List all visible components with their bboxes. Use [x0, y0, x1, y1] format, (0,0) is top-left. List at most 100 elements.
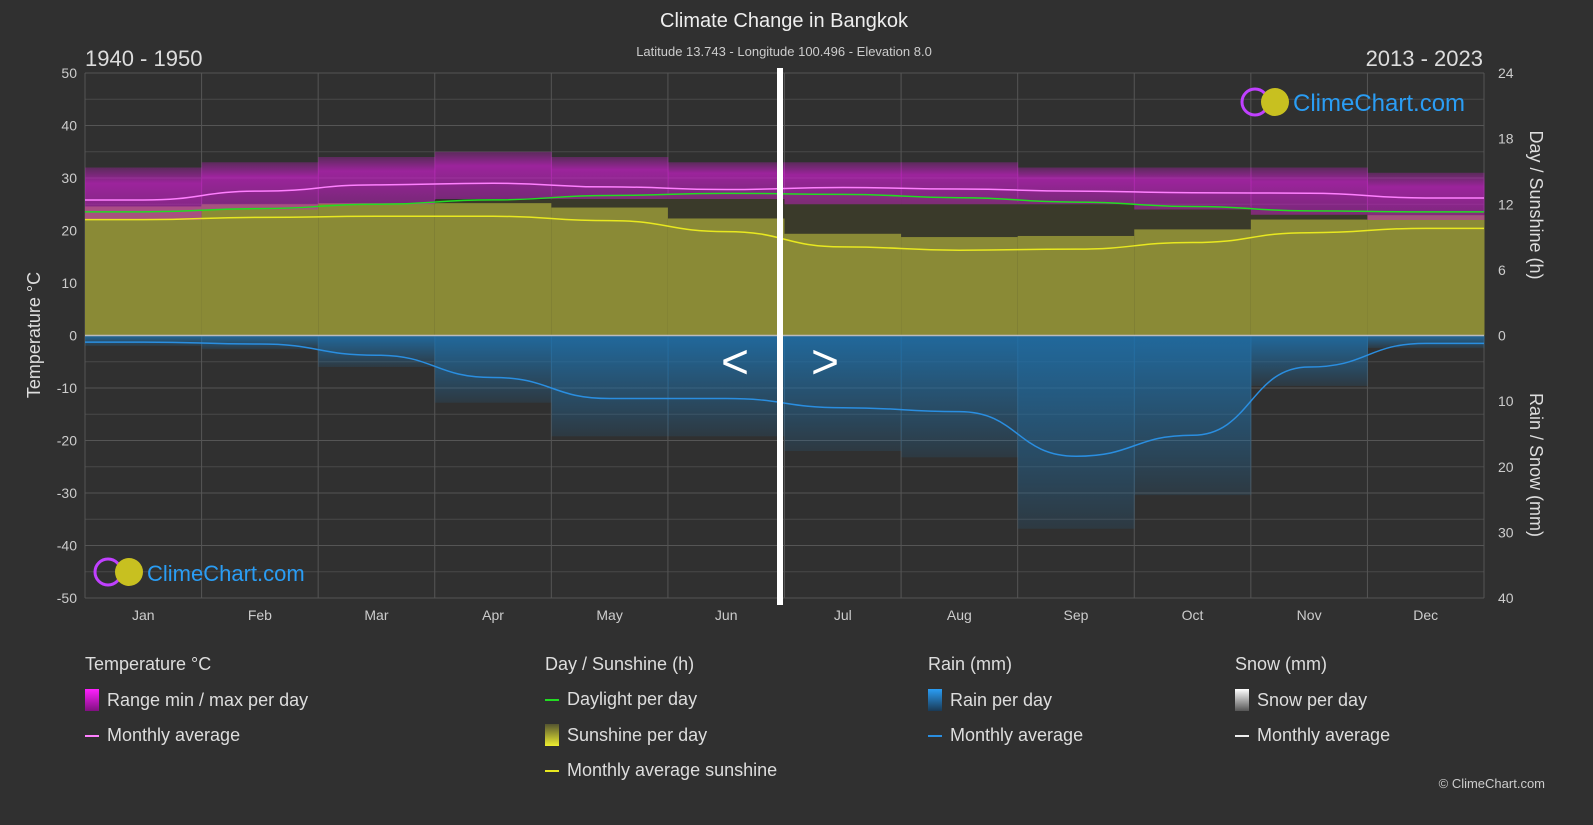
rain-bar — [667, 335, 785, 437]
sunshine-bar — [434, 203, 552, 336]
legend-temperature: Temperature °C Range min / max per day M… — [85, 654, 308, 746]
line-swatch-icon — [928, 734, 942, 737]
y-left-tick: 0 — [69, 328, 77, 344]
temperature-range-bar — [201, 162, 319, 210]
line-swatch-icon — [545, 769, 559, 772]
legend-item: Range min / max per day — [85, 689, 308, 711]
y-right-bottom-tick: 30 — [1498, 524, 1514, 540]
sunshine-bar — [667, 218, 785, 336]
sunshine-bar — [201, 204, 319, 336]
legend-item: Sunshine per day — [545, 724, 777, 746]
range-swatch-icon — [85, 689, 99, 711]
legend-item: Monthly average — [85, 725, 308, 746]
logo-top[interactable]: ClimeChart.com — [1240, 87, 1465, 117]
legend-label: Monthly average — [107, 725, 241, 745]
period-divider-handle[interactable] — [777, 68, 783, 605]
sunshine-bar — [784, 233, 902, 336]
temperature-range-bar — [318, 157, 436, 205]
rain-bar — [85, 335, 203, 346]
temperature-range-bar — [1134, 167, 1252, 210]
legend-item: Monthly average sunshine — [545, 760, 777, 781]
line-swatch-icon — [85, 734, 99, 737]
sunshine-bar — [1017, 235, 1135, 336]
x-tick-label: Dec — [1413, 607, 1438, 623]
rain-bar — [901, 335, 1019, 458]
y-left-tick: 10 — [61, 275, 77, 291]
legend-item: Monthly average — [1235, 725, 1390, 746]
x-tick-label: Aug — [947, 607, 972, 623]
y-left-tick: -40 — [57, 538, 77, 554]
temperature-range-bar — [1250, 167, 1368, 215]
y-right-top-tick: 18 — [1498, 131, 1514, 147]
series-line-hours — [84, 192, 1484, 213]
rain-bar — [784, 335, 902, 451]
next-arrow-button[interactable]: > — [811, 336, 839, 389]
y-left-tick: 50 — [61, 65, 77, 81]
sunshine-bar — [551, 207, 669, 336]
x-tick-label: Apr — [482, 607, 504, 623]
logo-bottom[interactable]: ClimeChart.com — [93, 557, 305, 587]
legend-title: Temperature °C — [85, 654, 212, 674]
sunshine-bar — [1250, 219, 1368, 336]
legend-label: Monthly average sunshine — [567, 760, 778, 780]
legend-item: Monthly average — [928, 725, 1083, 746]
y-left-tick: -30 — [57, 485, 77, 501]
logo-sun-icon — [115, 558, 143, 586]
legend-label: Sunshine per day — [567, 724, 708, 745]
legend-label: Daylight per day — [567, 689, 698, 709]
y-right-top-tick: 6 — [1498, 262, 1506, 278]
climate-chart: 50 40 30 20 10 0 -10 -20 -30 -40 -50 24 18 12 6 0 10 20 30… — [24, 65, 1546, 623]
line-swatch-icon — [545, 698, 559, 701]
legend-label: Snow per day — [1257, 689, 1368, 710]
y-left-label: Temperature °C — [24, 272, 44, 398]
x-tick-label: Feb — [248, 607, 272, 623]
logo-text: ClimeChart.com — [1293, 90, 1465, 117]
legend-item: Daylight per day — [545, 689, 777, 710]
y-left-tick: 20 — [61, 223, 77, 239]
legend-label: Monthly average — [950, 725, 1084, 745]
legend-label: Rain per day — [950, 689, 1053, 710]
rain-bar — [1017, 335, 1135, 529]
prev-arrow-button[interactable]: < — [721, 336, 749, 389]
y-left-tick: -20 — [57, 433, 77, 449]
temperature-range-bar — [434, 151, 552, 199]
rain-bar — [551, 335, 669, 437]
temperature-range-bar — [1017, 167, 1135, 205]
series-line-rain — [84, 341, 1484, 458]
rain-bar — [1134, 335, 1252, 496]
y-right-bottom-tick: 20 — [1498, 459, 1514, 475]
legend-rain: Rain (mm) Rain per day Monthly average — [928, 654, 1083, 746]
x-tick-label: Jul — [834, 607, 852, 623]
x-tick-label: Nov — [1297, 607, 1322, 623]
y-right-bottom-tick: 40 — [1498, 590, 1514, 606]
legend-item: Rain per day — [928, 689, 1083, 711]
y-left-tick: 40 — [61, 118, 77, 134]
copyright: © ClimeChart.com — [1438, 776, 1545, 791]
y-left-tick: -50 — [57, 590, 77, 606]
sunshine-bar — [1134, 229, 1252, 336]
legend-sunshine: Day / Sunshine (h) Daylight per day Suns… — [545, 654, 777, 781]
y-right-top-tick: 24 — [1498, 65, 1514, 81]
x-tick-label: Mar — [364, 607, 388, 623]
period-left: 1940 - 1950 — [85, 46, 203, 71]
legend-label: Range min / max per day — [107, 689, 309, 710]
legend-label: Monthly average — [1257, 725, 1391, 745]
logo-text: ClimeChart.com — [147, 561, 305, 586]
series-line-hours — [85, 215, 1484, 251]
x-tick-label: Oct — [1182, 607, 1204, 623]
legend-title: Snow (mm) — [1235, 654, 1328, 674]
y-right-top-tick: 0 — [1498, 328, 1506, 344]
line-swatch-icon — [1235, 734, 1249, 737]
y-right-top-tick: 12 — [1498, 196, 1514, 212]
legend-item: Snow per day — [1235, 689, 1390, 711]
x-tick-label: Sep — [1063, 607, 1088, 623]
logo-sun-icon — [1261, 88, 1289, 116]
temperature-range-bar — [784, 162, 902, 205]
chart-subtitle: Latitude 13.743 - Longitude 100.496 - El… — [636, 44, 932, 59]
x-tick-label: Jan — [132, 607, 155, 623]
rain-bar — [1250, 335, 1368, 386]
period-right: 2013 - 2023 — [1365, 46, 1483, 71]
y-right-top-label: Day / Sunshine (h) — [1526, 130, 1546, 279]
chart-title: Climate Change in Bangkok — [660, 10, 908, 32]
sunshine-bar — [1367, 215, 1485, 336]
